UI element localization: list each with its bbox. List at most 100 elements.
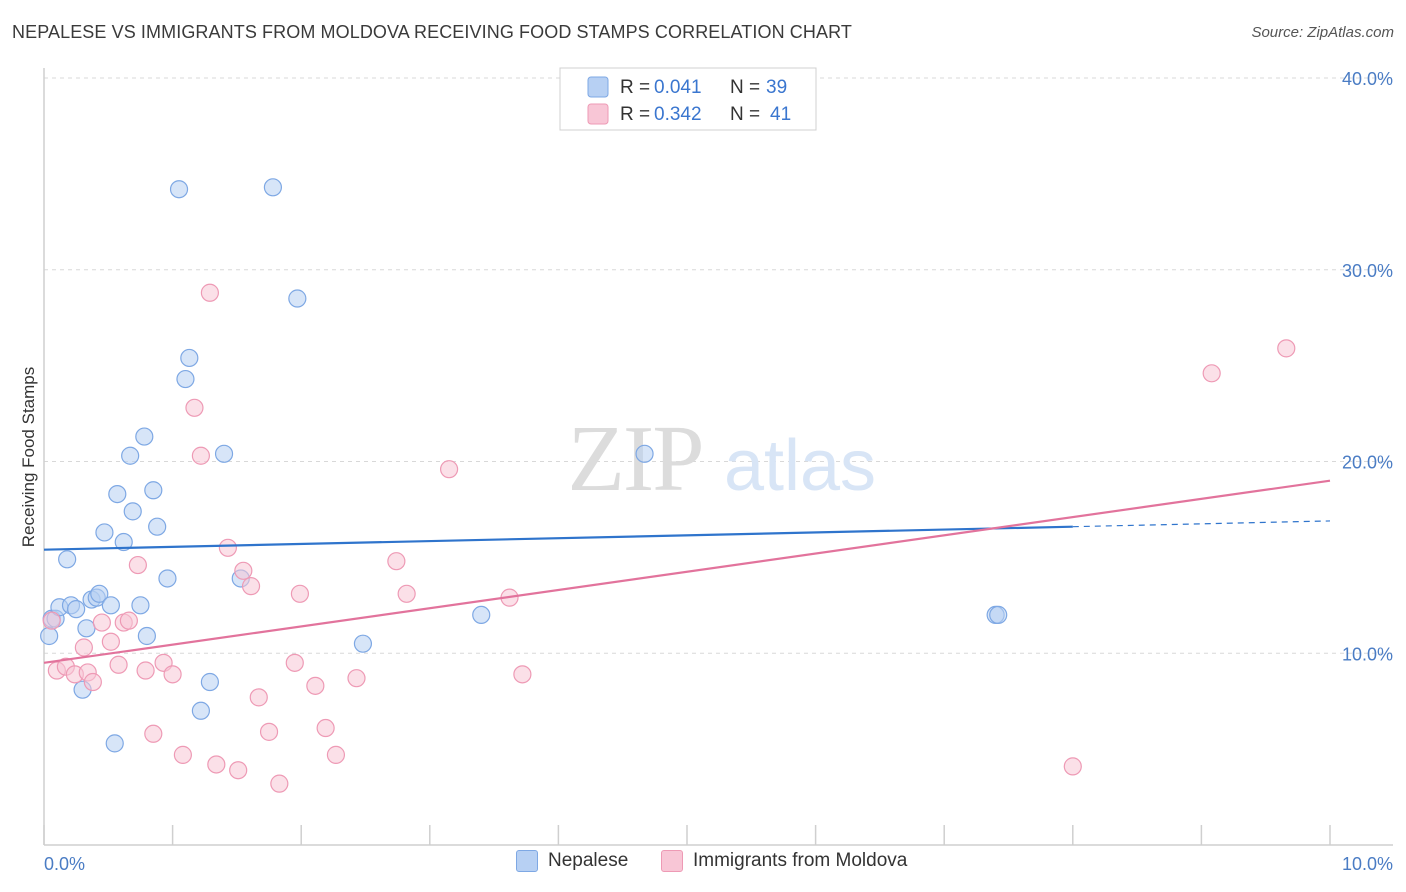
moldova-point (200, 283, 219, 302)
legend-item-nepalese: Nepalese (516, 850, 628, 872)
moldova-point (163, 665, 182, 684)
legend-top: R = 0.041 N = 39 R = 0.342 N = 41 (559, 67, 817, 131)
x-tick-label-min: 0.0% (44, 854, 85, 874)
legend-r-label-nepalese: R = (620, 77, 650, 98)
nepalese-point (108, 484, 127, 504)
moldova-point (185, 398, 204, 417)
chart-source: Source: ZipAtlas.com (1251, 24, 1394, 41)
legend-swatch-nepalese (587, 76, 609, 98)
nepalese-point (114, 532, 133, 552)
moldova-point (347, 669, 366, 688)
nepalese-point (123, 502, 142, 521)
nepalese-point (148, 517, 167, 536)
nepalese-point (169, 180, 189, 199)
moldova-point (42, 611, 61, 630)
moldova-point (144, 724, 163, 743)
nepalese-point (144, 481, 163, 500)
nepalese-point (40, 626, 59, 646)
moldova-point (173, 745, 192, 764)
moldova-point (191, 446, 210, 465)
moldova-point (83, 672, 102, 692)
nepalese-point (137, 626, 156, 646)
nepalese-point (263, 178, 283, 197)
moldova-point (439, 460, 459, 479)
chart-title: NEPALESE VS IMMIGRANTS FROM MOLDOVA RECE… (12, 22, 852, 42)
watermark: ZIP atlas (568, 407, 877, 511)
x-tick-label-max: 10.0% (1342, 854, 1393, 874)
nepalese-point (191, 701, 210, 720)
nepalese-trend-extension (1072, 520, 1331, 528)
moldova-point (101, 632, 120, 651)
nepalese-point (214, 444, 234, 463)
moldova-point (92, 613, 111, 632)
y-tick-label: 10.0% (1342, 644, 1393, 664)
moldova-point (128, 555, 147, 575)
moldova-point (270, 774, 289, 793)
nepalese-point (635, 444, 654, 463)
points-layer (40, 178, 1296, 793)
nepalese-point (135, 427, 154, 446)
legend-item-moldova: Immigrants from Moldova (661, 850, 907, 872)
legend-swatch-nepalese-bottom (516, 850, 538, 872)
moldova-point (285, 653, 304, 672)
watermark-zip: ZIP (568, 407, 703, 511)
y-tick-label: 20.0% (1342, 453, 1393, 473)
nepalese-trend-line (43, 525, 1073, 551)
legend-n-label-moldova: N = (730, 104, 760, 125)
moldova-point (1277, 339, 1296, 358)
moldova-point (109, 655, 128, 674)
y-tick-label: 40.0% (1342, 69, 1393, 89)
nepalese-point (158, 569, 177, 588)
moldova-point (387, 552, 406, 571)
moldova-point (207, 755, 226, 774)
moldova-point (1063, 757, 1082, 776)
nepalese-point (90, 584, 109, 603)
moldova-point (397, 584, 416, 603)
legend-bottom: Nepalese Immigrants from Moldova (0, 850, 1406, 880)
moldova-point (218, 538, 237, 557)
nepalese-point (472, 605, 491, 625)
nepalese-point (131, 596, 150, 615)
legend-r-value-nepalese: 0.041 (654, 77, 702, 98)
moldova-point (119, 611, 138, 630)
nepalese-point (989, 605, 1008, 625)
legend-label-nepalese: Nepalese (548, 850, 629, 871)
y-tick-label: 30.0% (1342, 261, 1393, 281)
nepalese-point (105, 734, 124, 753)
moldova-point (249, 688, 268, 707)
trend-layer (43, 479, 1331, 664)
nepalese-point (288, 289, 307, 308)
moldova-point (241, 577, 261, 596)
moldova-point (229, 761, 248, 780)
moldova-point (1202, 364, 1221, 383)
moldova-point (234, 561, 253, 580)
nepalese-point (353, 634, 373, 653)
legend-label-moldova: Immigrants from Moldova (693, 850, 908, 871)
legend-r-value-moldova: 0.342 (654, 104, 702, 125)
nepalese-point (121, 446, 140, 465)
moldova-point (74, 638, 93, 657)
moldova-point (326, 745, 346, 764)
nepalese-point (58, 550, 77, 569)
legend-r-label-moldova: R = (620, 104, 650, 125)
nepalese-point (77, 619, 96, 638)
moldova-point (513, 665, 532, 684)
nepalese-point (176, 369, 195, 389)
legend-swatch-moldova (587, 103, 609, 125)
moldova-point (316, 718, 335, 738)
y-axis-label: Receiving Food Stamps (19, 367, 38, 547)
moldova-point (136, 661, 155, 680)
legend-n-value-nepalese: 39 (766, 77, 787, 98)
moldova-trend-line (43, 479, 1331, 664)
labels-layer: Receiving Food Stamps 0.0% 10.0% 10.0% 20… (19, 69, 1393, 874)
nepalese-point (67, 600, 86, 619)
moldova-point (290, 584, 310, 603)
nepalese-point (200, 672, 219, 692)
nepalese-point (95, 523, 114, 542)
axes-layer (43, 68, 1393, 846)
legend-n-label-nepalese: N = (730, 77, 760, 98)
moldova-point (259, 722, 279, 741)
legend-swatch-moldova-bottom (661, 850, 683, 872)
moldova-point (306, 676, 325, 695)
